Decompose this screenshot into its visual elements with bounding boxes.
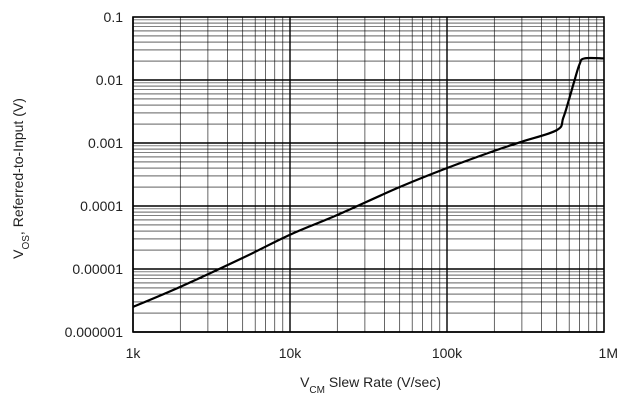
axis-label-rest: Slew Rate (V/sec)	[325, 374, 441, 390]
axis-label-subscript: OS	[21, 235, 32, 250]
y-tick-label: 0.01	[96, 72, 123, 88]
y-tick-label: 0.00001	[72, 261, 123, 277]
y-tick-label: 0.1	[104, 9, 124, 25]
x-tick-label: 1k	[126, 345, 142, 361]
axis-label-main: V	[300, 374, 310, 390]
x-tick-label: 10k	[279, 345, 303, 361]
axis-label-subscript: CM	[309, 385, 325, 396]
y-tick-label: 0.0001	[80, 198, 123, 214]
y-tick-label: 0.001	[88, 135, 123, 151]
x-tick-labels: 1k 10k 100k 1M	[126, 345, 618, 361]
y-axis-label: VOS, Referred-to-Input (V)	[10, 98, 32, 259]
axis-label-rest: , Referred-to-Input (V)	[10, 98, 26, 235]
axis-label-main: V	[10, 249, 26, 259]
y-tick-labels: 0.000001 0.00001 0.0001 0.001 0.01 0.1	[65, 9, 124, 340]
x-axis-label: VCM Slew Rate (V/sec)	[300, 374, 441, 396]
y-tick-label: 0.000001	[65, 324, 124, 340]
series-line	[132, 56, 605, 308]
plot-frame	[132, 16, 605, 333]
x-tick-label: 1M	[599, 345, 618, 361]
x-tick-label: 100k	[432, 345, 463, 361]
